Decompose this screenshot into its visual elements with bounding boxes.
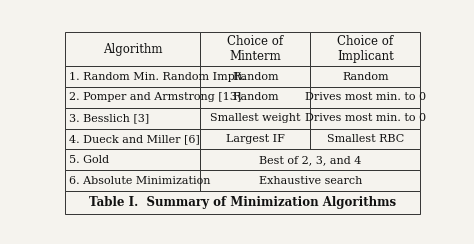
Bar xyxy=(65,191,420,214)
Text: Smallest RBC: Smallest RBC xyxy=(327,134,404,144)
Text: Choice of
Minterm: Choice of Minterm xyxy=(228,35,283,63)
Text: 4. Dueck and Miller [6]: 4. Dueck and Miller [6] xyxy=(69,134,200,144)
Text: Random: Random xyxy=(232,72,279,82)
Bar xyxy=(65,32,201,66)
Text: Largest IF: Largest IF xyxy=(226,134,285,144)
Text: 1. Random Min. Random Impli.: 1. Random Min. Random Impli. xyxy=(69,72,245,82)
Bar xyxy=(65,149,201,170)
Bar xyxy=(65,108,201,129)
Bar xyxy=(201,108,310,129)
Text: 6. Absolute Minimization: 6. Absolute Minimization xyxy=(69,176,210,186)
Bar xyxy=(65,129,201,149)
Text: 5. Gold: 5. Gold xyxy=(69,155,109,165)
Text: 3. Besslich [3]: 3. Besslich [3] xyxy=(69,113,149,123)
Text: Drives most min. to 0: Drives most min. to 0 xyxy=(305,92,426,102)
Text: Drives most min. to 0: Drives most min. to 0 xyxy=(305,113,426,123)
Bar xyxy=(65,87,201,108)
Text: Choice of
Implicant: Choice of Implicant xyxy=(337,35,394,63)
Text: Best of 2, 3, and 4: Best of 2, 3, and 4 xyxy=(259,155,362,165)
Bar xyxy=(310,87,420,108)
Bar xyxy=(310,66,420,87)
Bar xyxy=(65,66,201,87)
Bar xyxy=(201,149,420,170)
Bar xyxy=(201,170,420,191)
Bar xyxy=(310,129,420,149)
Bar xyxy=(201,87,310,108)
Text: 2. Pomper and Armstrong [13]: 2. Pomper and Armstrong [13] xyxy=(69,92,241,102)
Text: Algorithm: Algorithm xyxy=(103,43,163,56)
Bar xyxy=(310,32,420,66)
Bar xyxy=(201,129,310,149)
Bar xyxy=(310,108,420,129)
Text: Random: Random xyxy=(232,92,279,102)
Text: Random: Random xyxy=(342,72,389,82)
Bar xyxy=(201,66,310,87)
Text: Exhaustive search: Exhaustive search xyxy=(259,176,362,186)
Text: Table I.  Summary of Minimization Algorithms: Table I. Summary of Minimization Algorit… xyxy=(90,196,396,209)
Bar xyxy=(201,32,310,66)
Text: Smallest weight: Smallest weight xyxy=(210,113,301,123)
Bar xyxy=(65,170,201,191)
